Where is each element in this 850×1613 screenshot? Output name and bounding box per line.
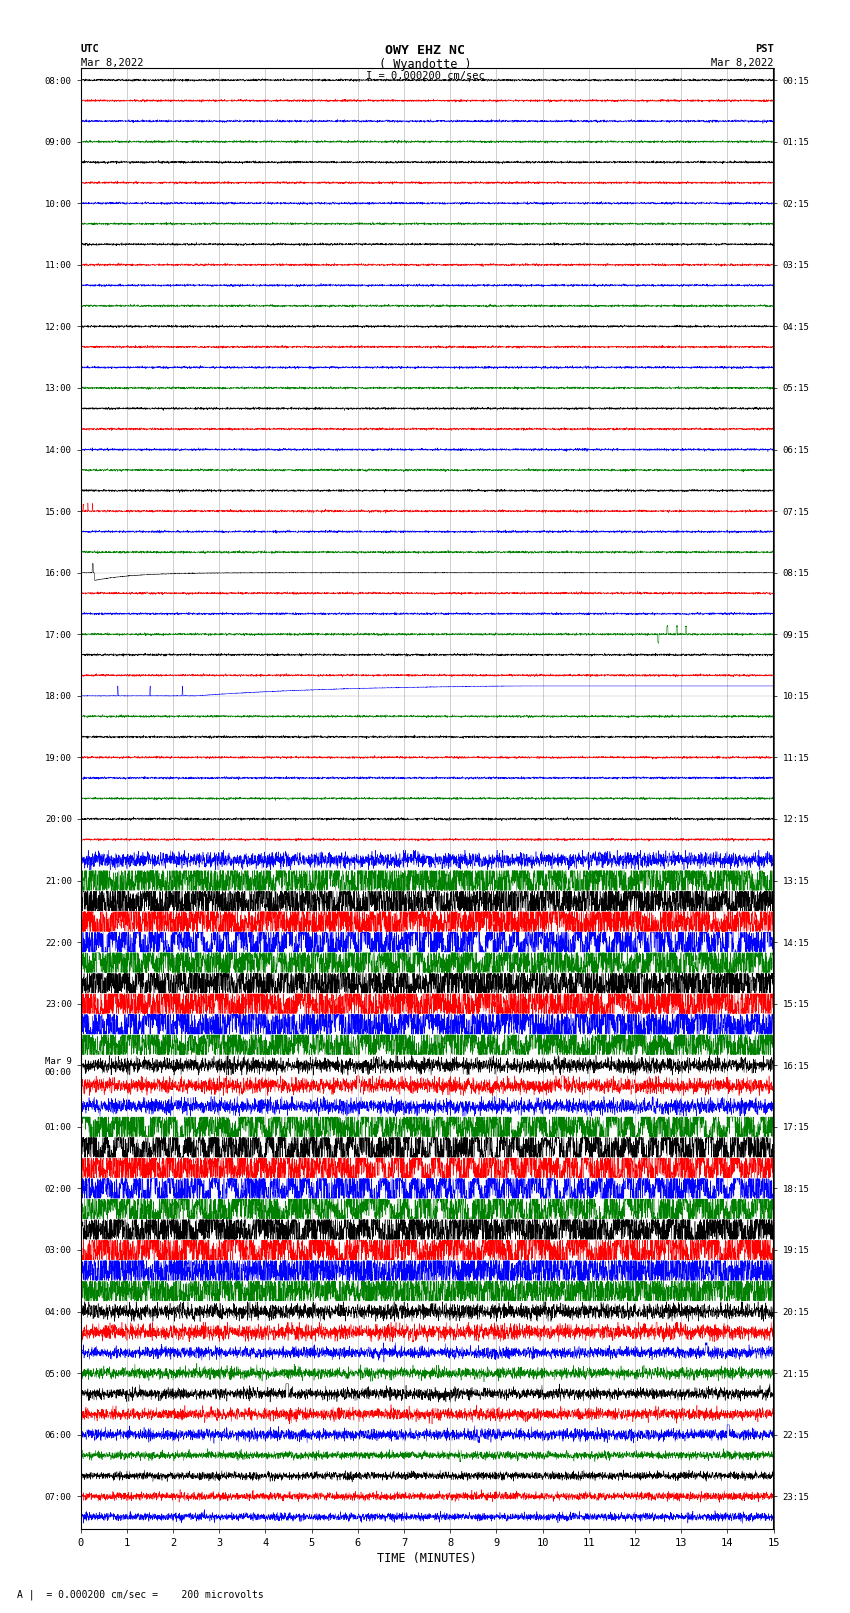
Text: I = 0.000200 cm/sec: I = 0.000200 cm/sec (366, 71, 484, 81)
Text: A |  = 0.000200 cm/sec =    200 microvolts: A | = 0.000200 cm/sec = 200 microvolts (17, 1589, 264, 1600)
Text: Mar 8,2022: Mar 8,2022 (711, 58, 774, 68)
X-axis label: TIME (MINUTES): TIME (MINUTES) (377, 1552, 477, 1565)
Text: Mar 8,2022: Mar 8,2022 (81, 58, 144, 68)
Text: UTC: UTC (81, 44, 99, 55)
Text: OWY EHZ NC: OWY EHZ NC (385, 44, 465, 58)
Text: PST: PST (755, 44, 774, 55)
Text: ( Wyandotte ): ( Wyandotte ) (379, 58, 471, 71)
